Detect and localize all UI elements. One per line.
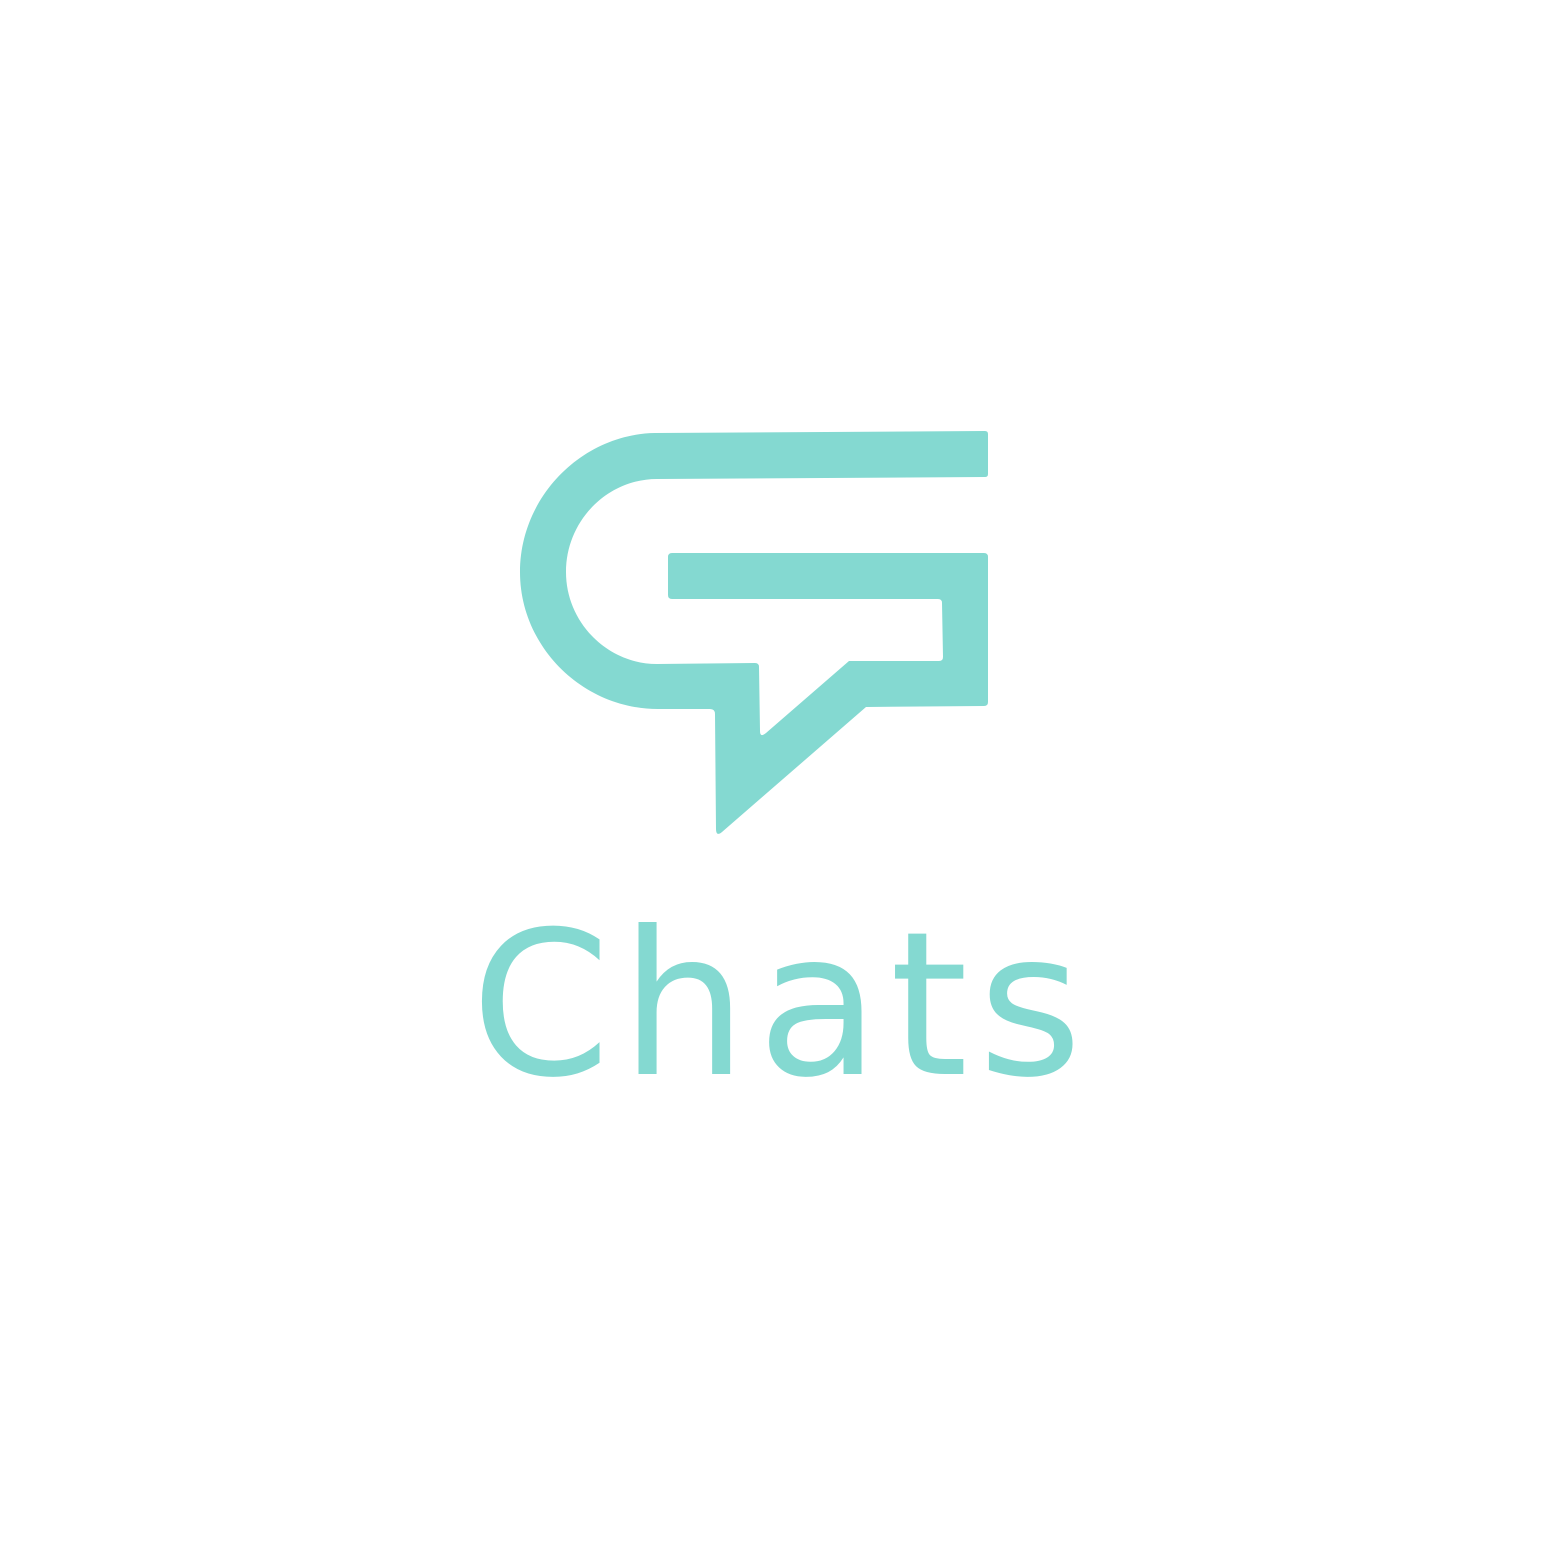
brand-name: Chats <box>470 889 1093 1122</box>
